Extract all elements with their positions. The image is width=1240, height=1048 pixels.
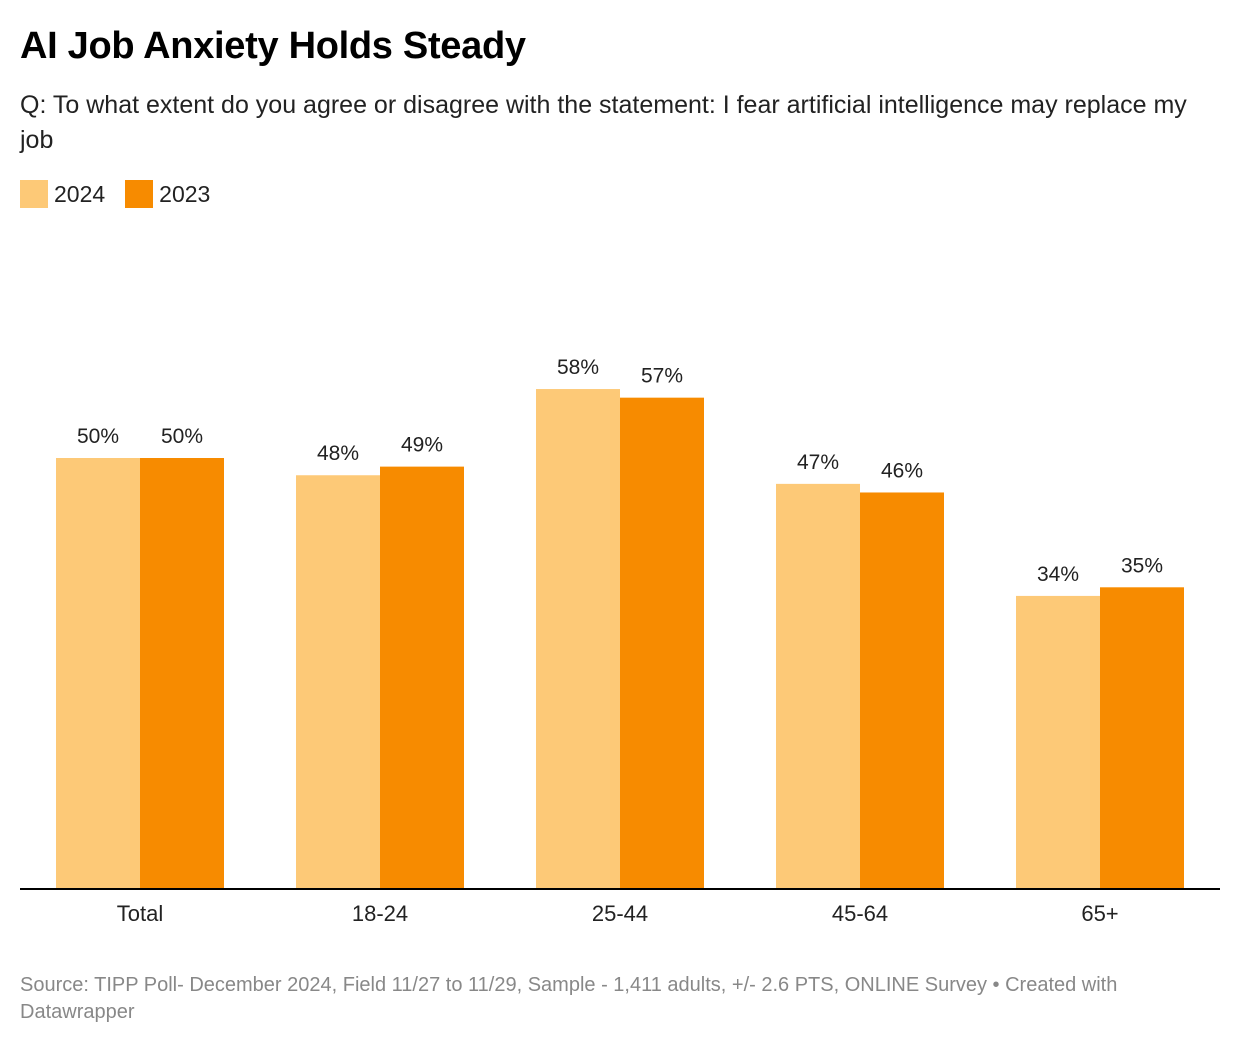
legend-swatch-2023 [125, 180, 154, 208]
bar-2023-25-44 [620, 397, 704, 889]
x-tick-label-Total: Total [117, 901, 163, 926]
bar-label-2024-25-44: 58% [557, 356, 599, 379]
source-note: Source: TIPP Poll- December 2024, Field … [20, 974, 1118, 1023]
bar-label-2023-25-44: 57% [641, 365, 683, 388]
bar-label-2023-45-64: 46% [881, 459, 923, 482]
bar-2024-18-24 [296, 475, 380, 889]
bars-group [56, 389, 1184, 889]
bar-2024-Total [56, 458, 140, 889]
bar-label-2024-Total: 50% [77, 425, 119, 448]
bar-2023-65+ [1100, 587, 1184, 889]
bar-2024-45-64 [776, 483, 860, 889]
bar-label-2024-45-64: 47% [797, 451, 839, 474]
bar-label-2023-Total: 50% [161, 425, 203, 448]
legend-label-2024: 2024 [54, 180, 106, 207]
bar-2023-Total [140, 458, 224, 889]
x-tick-label-65+: 65+ [1081, 901, 1118, 926]
bar-label-2023-18-24: 49% [401, 434, 443, 457]
bar-label-2024-18-24: 48% [317, 442, 359, 465]
legend-swatch-2024 [20, 180, 48, 208]
legend-label-2023: 2023 [159, 180, 211, 207]
bar-2024-25-44 [536, 389, 620, 889]
bar-chart: 50% 50% 48% 49% 58% 57% 47% 46% 34% 35% Total 18-2… [20, 356, 1220, 926]
legend: 2024 2023 [20, 180, 230, 208]
chart-title: AI Job Anxiety Holds Steady [20, 25, 526, 67]
bar-label-2023-65+: 35% [1121, 554, 1163, 577]
bar-2023-18-24 [380, 466, 464, 889]
bar-labels-group: 50% 50% 48% 49% 58% 57% 47% 46% 34% 35% [77, 356, 1163, 586]
x-tick-label-45-64: 45-64 [832, 901, 888, 926]
x-axis-ticks: Total 18-24 25-44 45-64 65+ [117, 901, 1119, 926]
x-tick-label-25-44: 25-44 [592, 901, 648, 926]
bar-label-2024-65+: 34% [1037, 563, 1079, 586]
chart-subtitle: Q: To what extent do you agree or disagr… [20, 91, 1187, 154]
x-tick-label-18-24: 18-24 [352, 901, 408, 926]
bar-2023-45-64 [860, 492, 944, 889]
bar-2024-65+ [1016, 595, 1100, 889]
legend-item-2023: 2023 [125, 180, 210, 208]
legend-item-2024: 2024 [20, 180, 105, 208]
